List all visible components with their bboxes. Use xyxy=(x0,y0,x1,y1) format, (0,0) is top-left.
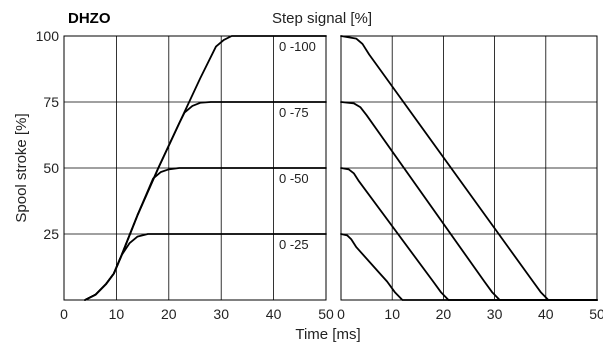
series-line-closing-2 xyxy=(340,101,598,301)
x-tick-label: 30 xyxy=(213,306,229,322)
series-line-closing-4 xyxy=(340,233,598,301)
y-tick-label: 25 xyxy=(43,226,59,242)
x-tick-label: 50 xyxy=(589,306,603,322)
series-line-opening-2 xyxy=(84,101,327,301)
y-tick-label: 100 xyxy=(36,28,60,44)
y-axis-label: Spool stroke [%] xyxy=(13,113,30,222)
x-tick-label: 40 xyxy=(266,306,282,322)
closing-panel: 0 10 20 30 40 50 xyxy=(337,35,603,322)
y-tick-label: 75 xyxy=(43,94,59,110)
x-tick-label: 10 xyxy=(109,306,125,322)
x-tick-label: 0 xyxy=(337,306,345,322)
step-signal-label: 0 -50 xyxy=(279,171,309,186)
x-tick-label: 40 xyxy=(538,306,554,322)
series-line-closing-1 xyxy=(340,35,598,301)
x-axis-label: Time [ms] xyxy=(295,326,360,343)
step-signal-label: 0 -25 xyxy=(279,237,309,252)
x-tick-label: 20 xyxy=(436,306,452,322)
opening-panel: 0 10 20 30 40 50 25 50 75 100 xyxy=(36,28,334,322)
step-signal-label: 0 -75 xyxy=(279,105,309,120)
y-tick-label: 50 xyxy=(43,160,59,176)
x-tick-label: 20 xyxy=(161,306,177,322)
step-signal-labels: 0 -100 0 -75 0 -50 0 -25 xyxy=(279,39,316,252)
step-signal-label: 0 -100 xyxy=(279,39,316,54)
series-line-closing-3 xyxy=(340,167,598,301)
series-line-opening-4 xyxy=(84,233,327,301)
x-tick-label: 50 xyxy=(318,306,334,322)
x-tick-label: 10 xyxy=(384,306,400,322)
chart-subtitle: Step signal [%] xyxy=(272,10,372,27)
x-tick-label: 30 xyxy=(487,306,503,322)
chart-title: DHZO xyxy=(68,10,111,27)
x-tick-label: 0 xyxy=(60,306,68,322)
